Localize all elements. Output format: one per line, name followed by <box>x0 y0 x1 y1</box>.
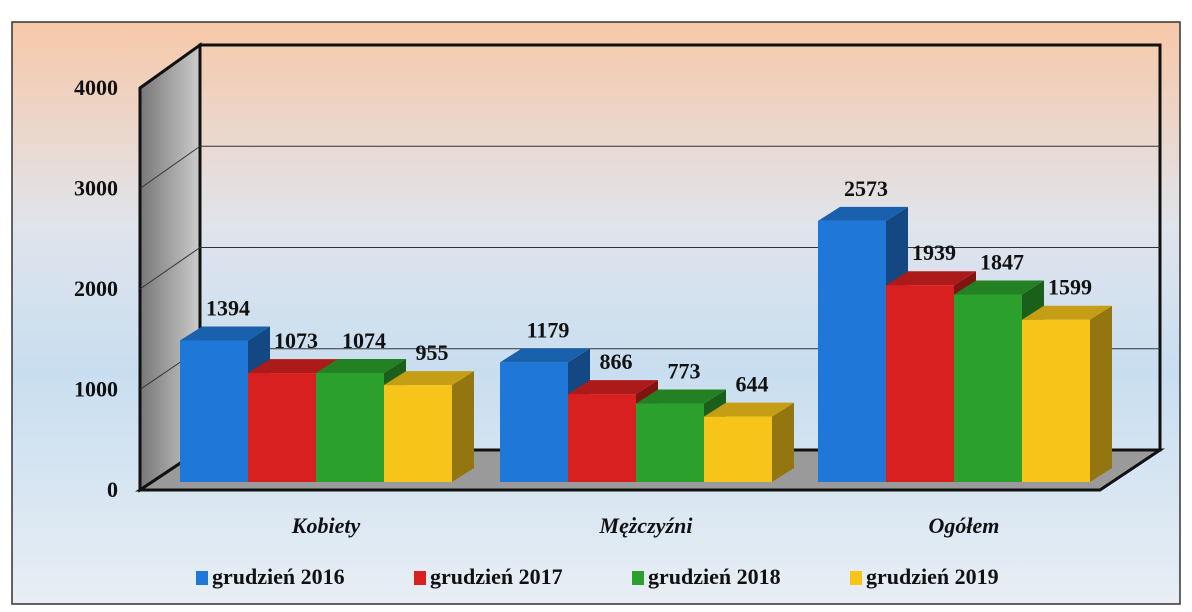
y-tick-label: 4000 <box>74 75 118 100</box>
bar-side <box>1090 305 1112 482</box>
bar-top <box>818 206 908 221</box>
legend-swatch <box>632 571 644 585</box>
x-tick-label: Mężczyźni <box>599 513 694 538</box>
bar <box>1022 305 1112 482</box>
bar-front <box>886 285 954 482</box>
value-label: 644 <box>736 372 769 397</box>
bar-top <box>316 358 406 373</box>
value-label: 1939 <box>912 240 956 265</box>
value-label: 1074 <box>342 328 386 353</box>
legend-label: grudzień 2016 <box>212 564 345 589</box>
value-label: 773 <box>668 359 701 384</box>
y-tick-label: 0 <box>107 477 118 502</box>
bar-front <box>500 362 568 482</box>
bar <box>636 389 726 482</box>
x-tick-label: Kobiety <box>291 513 361 538</box>
value-label: 2573 <box>844 176 888 201</box>
bar-top <box>886 271 976 286</box>
y-tick-label: 2000 <box>74 276 118 301</box>
bar-side <box>452 371 474 482</box>
y-tick-label: 1000 <box>74 377 118 402</box>
bar-front <box>384 385 452 482</box>
bar-front <box>954 294 1022 482</box>
value-label: 1599 <box>1048 275 1092 300</box>
bar <box>704 402 794 482</box>
legend-swatch <box>850 571 862 585</box>
bar-top <box>568 380 658 395</box>
bar-front <box>636 403 704 482</box>
bar-front <box>704 416 772 482</box>
legend-label: grudzień 2017 <box>430 564 563 589</box>
bar-top <box>180 326 270 341</box>
bar-top <box>704 402 794 417</box>
bar-front <box>180 340 248 482</box>
bar-top <box>384 371 474 386</box>
x-tick-label: Ogółem <box>929 513 1000 538</box>
grid-line <box>139 145 201 189</box>
legend-swatch <box>196 571 208 585</box>
bar-front <box>316 372 384 482</box>
y-tick-label: 3000 <box>74 176 118 201</box>
bar-front <box>568 394 636 482</box>
bar-top <box>500 348 590 363</box>
bar-front <box>248 373 316 482</box>
bar-top <box>1022 305 1112 320</box>
value-label: 866 <box>600 349 633 374</box>
bar-side <box>772 402 794 482</box>
grid-line <box>139 247 201 290</box>
legend-label: grudzień 2019 <box>866 564 999 589</box>
bar-front <box>1022 319 1090 482</box>
value-label: 1179 <box>527 317 570 342</box>
legend-swatch <box>414 571 426 585</box>
bar <box>384 371 474 482</box>
value-label: 1073 <box>274 328 318 353</box>
legend-label: grudzień 2018 <box>648 564 781 589</box>
bar-top <box>954 280 1044 295</box>
value-label: 955 <box>416 340 449 365</box>
bar-top <box>636 389 726 404</box>
value-label: 1394 <box>206 296 250 321</box>
bar-top <box>248 359 338 374</box>
bar-front <box>818 220 886 482</box>
value-label: 1847 <box>980 250 1024 275</box>
